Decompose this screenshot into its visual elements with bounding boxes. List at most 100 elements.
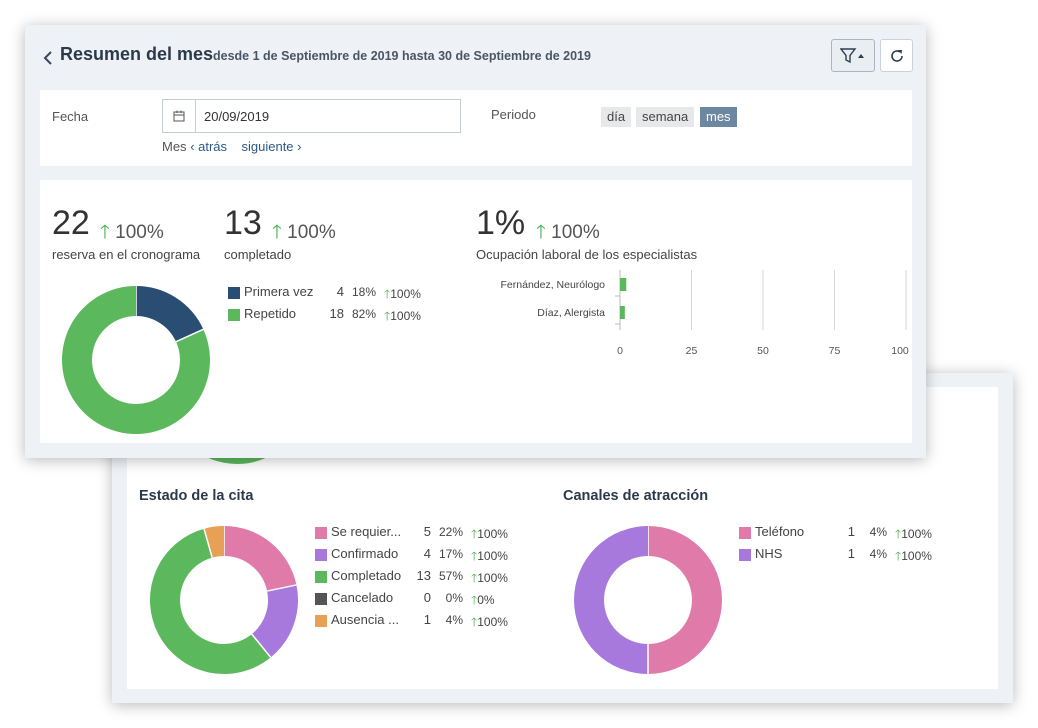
occupancy-change-value: 100% xyxy=(551,222,600,243)
legend-swatch xyxy=(739,527,751,539)
legend-change: 100% xyxy=(477,549,508,563)
legend-percent: 0% xyxy=(445,591,463,605)
completed-caption: completado xyxy=(224,247,292,262)
bookings-change-value: 100% xyxy=(115,222,164,243)
monthly-summary-panel: Resumen del mes desde 1 de Septiembre de… xyxy=(25,25,926,458)
refresh-button[interactable] xyxy=(880,39,913,72)
period-week-button[interactable]: semana xyxy=(636,107,695,127)
legend-swatch xyxy=(315,549,327,561)
month-navigation: Mes ‹ atrás siguiente › xyxy=(162,139,302,154)
x-tick-label: 75 xyxy=(829,345,841,357)
partial-donut-chart xyxy=(182,419,292,464)
visit-type-slice-separator xyxy=(175,328,204,343)
visit-type-legend-row[interactable]: Repetido 18 82% 🡑100% xyxy=(228,306,468,324)
filter-bar: Fecha 20/09/2019 Periodo día semana mes … xyxy=(40,90,912,166)
appointment-status-legend-row[interactable]: Confirmado 4 17% 🡑100% xyxy=(315,546,555,564)
legend-label: Primera vez xyxy=(244,284,314,299)
legend-change: 100% xyxy=(901,549,932,563)
bookings-value: 22 xyxy=(52,204,90,242)
legend-swatch xyxy=(739,549,751,561)
up-arrow-icon: 🡑 xyxy=(895,527,902,541)
visit-type-donut xyxy=(62,286,210,434)
up-arrow-icon: 🡑 xyxy=(272,222,282,243)
calendar-icon[interactable] xyxy=(163,100,196,132)
completed-change-value: 100% xyxy=(287,222,336,243)
up-arrow-icon: 🡑 xyxy=(471,615,478,629)
category-label: Díaz, Alergista xyxy=(537,307,605,319)
completed-change: 🡑 100% xyxy=(272,218,336,250)
channels-title: Canales de atracción xyxy=(563,488,709,504)
legend-count: 18 xyxy=(329,306,344,321)
occupancy-bar[interactable] xyxy=(620,278,627,291)
category-label: Fernández, Neurólogo xyxy=(501,279,606,291)
legend-label: Completado xyxy=(331,568,402,583)
date-input[interactable]: 20/09/2019 xyxy=(162,99,461,133)
up-arrow-icon: 🡑 xyxy=(471,593,478,607)
appointment-status-legend-row[interactable]: Ausencia ... 1 4% 🡑100% xyxy=(315,612,555,630)
appointment-status-slice-0 xyxy=(223,526,297,592)
legend-percent: 18% xyxy=(351,285,376,299)
appointment-status-slice-2 xyxy=(150,528,271,674)
channels-donut xyxy=(574,526,722,674)
legend-count: 0 xyxy=(423,590,431,605)
legend-label: Ausencia ... xyxy=(331,612,399,627)
up-arrow-icon: 🡑 xyxy=(895,549,902,563)
appointment-status-slice-4 xyxy=(204,526,225,558)
legend-swatch xyxy=(315,527,327,539)
legend-count: 4 xyxy=(423,546,431,561)
period-month-button[interactable]: mes xyxy=(700,107,737,127)
panel-header: Resumen del mes desde 1 de Septiembre de… xyxy=(25,25,926,89)
up-arrow-icon: 🡑 xyxy=(536,222,546,243)
legend-change: 0% xyxy=(477,593,495,607)
refresh-icon xyxy=(890,49,903,62)
legend-change: 100% xyxy=(390,287,421,301)
legend-percent: 4% xyxy=(445,613,463,627)
date-label: Fecha xyxy=(52,109,89,124)
visit-type-slice-0 xyxy=(135,286,204,343)
legend-percent: 4% xyxy=(869,525,887,539)
channels-slice-0 xyxy=(647,526,722,674)
appointment-status-slice-separator xyxy=(251,633,272,658)
legend-count: 1 xyxy=(847,546,855,561)
legend-count: 13 xyxy=(416,568,431,583)
legend-change: 100% xyxy=(477,615,508,629)
filter-icon xyxy=(840,47,864,63)
visit-type-slice-1 xyxy=(62,286,210,434)
appointment-status-slice-separator xyxy=(203,528,213,558)
appointment-status-slice-separator xyxy=(266,584,297,592)
up-arrow-icon: 🡑 xyxy=(100,222,110,243)
legend-swatch xyxy=(315,593,327,605)
back-chevron-icon[interactable] xyxy=(43,49,53,70)
legend-percent: 4% xyxy=(869,547,887,561)
x-tick-label: 0 xyxy=(617,345,623,357)
channels-slice-1 xyxy=(574,526,649,674)
up-arrow-icon: 🡑 xyxy=(384,309,391,323)
filter-button[interactable] xyxy=(831,39,875,72)
x-tick-label: 100 xyxy=(891,345,909,357)
up-arrow-icon: 🡑 xyxy=(384,287,391,301)
period-day-button[interactable]: día xyxy=(601,107,632,127)
legend-count: 4 xyxy=(336,284,344,299)
appointment-status-legend-row[interactable]: Completado 13 57% 🡑100% xyxy=(315,568,555,586)
occupancy-bar[interactable] xyxy=(620,306,625,319)
next-month-link[interactable]: siguiente › xyxy=(241,139,302,154)
appointment-status-donut xyxy=(150,526,298,674)
legend-swatch xyxy=(315,571,327,583)
month-nav-prefix: Mes xyxy=(162,139,187,154)
appointment-status-legend-row[interactable]: Cancelado 0 0% 🡑0% xyxy=(315,590,555,608)
legend-percent: 22% xyxy=(438,525,463,539)
previous-month-link[interactable]: ‹ atrás xyxy=(190,139,228,154)
occupancy-bar-chart: 0 25 50 75 100 Fernández, Neurólogo Díaz, Aler… xyxy=(501,270,909,357)
legend-swatch xyxy=(315,615,327,627)
appointment-status-legend-row[interactable]: Se requier... 5 22% 🡑100% xyxy=(315,524,555,542)
date-input-value: 20/09/2019 xyxy=(204,109,270,124)
legend-count: 5 xyxy=(423,524,431,539)
legend-swatch xyxy=(228,309,240,321)
channels-legend-row[interactable]: NHS 1 4% 🡑100% xyxy=(739,546,979,564)
completed-value: 13 xyxy=(224,204,262,242)
visit-type-legend-row[interactable]: Primera vez 4 18% 🡑100% xyxy=(228,284,468,302)
legend-label: Teléfono xyxy=(755,524,805,539)
up-arrow-icon: 🡑 xyxy=(471,571,478,585)
channels-legend-row[interactable]: Teléfono 1 4% 🡑100% xyxy=(739,524,979,542)
up-arrow-icon: 🡑 xyxy=(471,549,478,563)
